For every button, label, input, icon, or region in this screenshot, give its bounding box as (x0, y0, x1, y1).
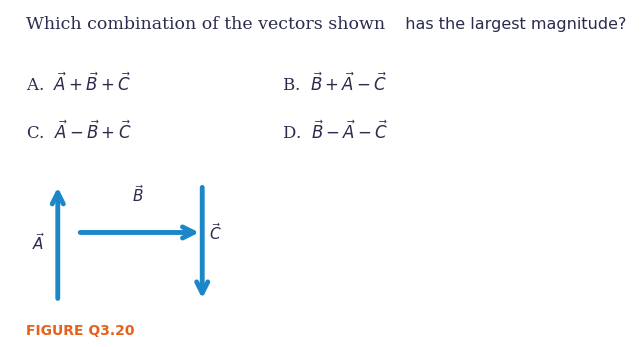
Text: B.  $\vec{B}+\vec{A}-\vec{C}$: B. $\vec{B}+\vec{A}-\vec{C}$ (282, 72, 388, 94)
Text: D.  $\vec{B}-\vec{A}-\vec{C}$: D. $\vec{B}-\vec{A}-\vec{C}$ (282, 121, 389, 143)
Text: $\vec{A}$: $\vec{A}$ (32, 232, 45, 253)
Text: $\vec{C}$: $\vec{C}$ (209, 222, 221, 243)
Text: has the largest magnitude?: has the largest magnitude? (395, 17, 626, 32)
Text: A.  $\vec{A}+\vec{B}+\vec{C}$: A. $\vec{A}+\vec{B}+\vec{C}$ (26, 72, 131, 94)
Text: C.  $\vec{A}-\vec{B}+\vec{C}$: C. $\vec{A}-\vec{B}+\vec{C}$ (26, 121, 132, 143)
Text: $\vec{B}$: $\vec{B}$ (132, 184, 144, 205)
Text: Which combination of the vectors shown: Which combination of the vectors shown (26, 16, 385, 33)
Text: FIGURE Q3.20: FIGURE Q3.20 (26, 324, 134, 338)
